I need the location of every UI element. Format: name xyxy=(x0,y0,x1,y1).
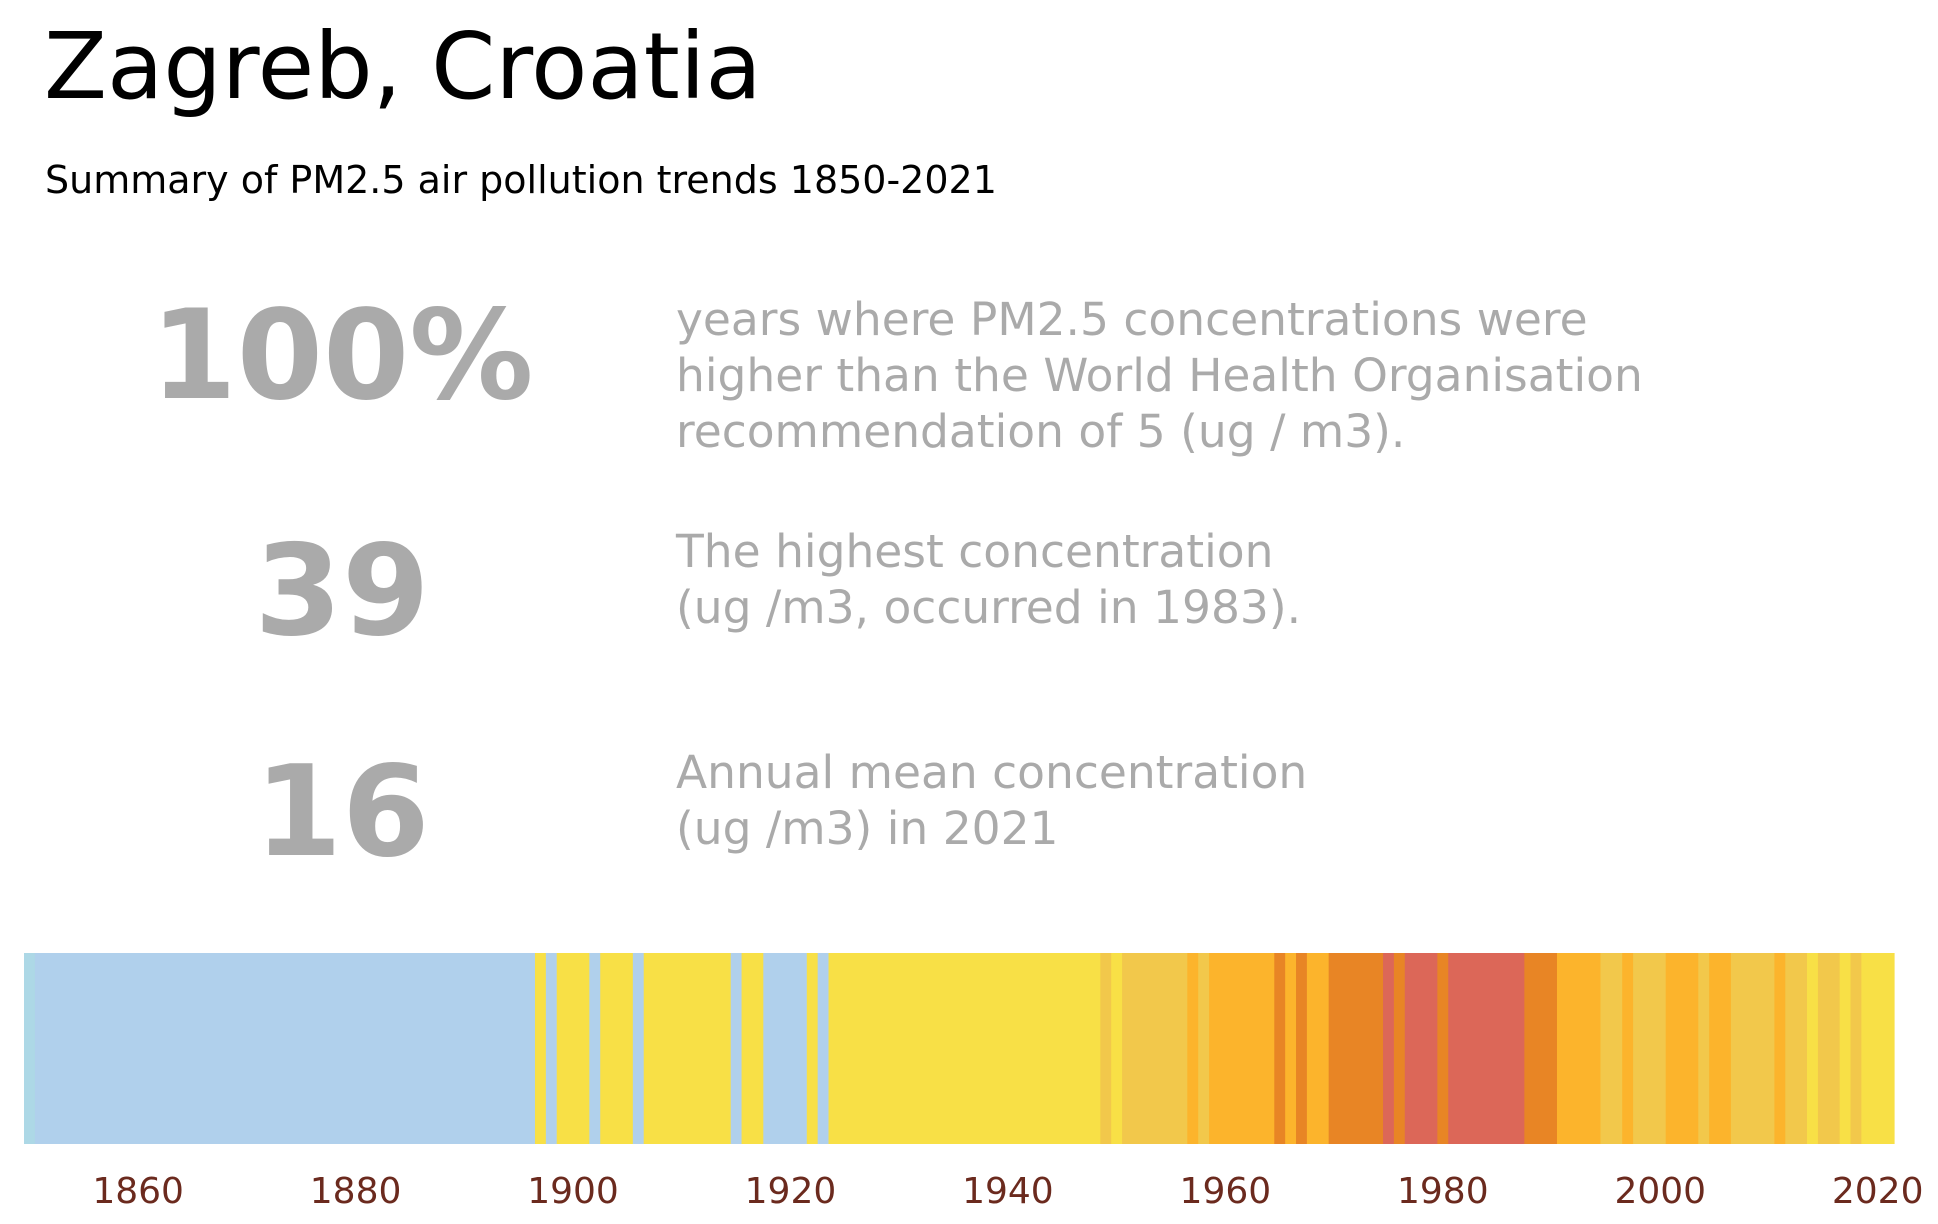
stripe-2017-2017 xyxy=(1839,953,1852,1144)
stripe-1988-1990 xyxy=(1524,953,1558,1144)
stripe-2014-2014 xyxy=(1807,953,1819,1144)
stripe-1995-1996 xyxy=(1600,953,1623,1144)
stripe-1907-1914 xyxy=(643,953,732,1144)
stripe-1998-2000 xyxy=(1633,953,1667,1144)
x-tick-label-1900: 1900 xyxy=(527,1171,619,1212)
stripe-1997-1997 xyxy=(1622,953,1634,1144)
stripe-1977-1979 xyxy=(1404,953,1438,1144)
stripe-1950-1950 xyxy=(1111,953,1123,1144)
stripe-1922-1922 xyxy=(806,953,819,1144)
stripe-2001-2003 xyxy=(1665,953,1699,1144)
x-tick-label-1940: 1940 xyxy=(962,1171,1054,1212)
stripe-1902-1902 xyxy=(589,953,601,1144)
stripe-1923-1923 xyxy=(817,953,830,1144)
x-tick-label-1880: 1880 xyxy=(310,1171,402,1212)
stripe-2004-2004 xyxy=(1698,953,1710,1144)
stripe-1903-1905 xyxy=(600,953,634,1144)
stat-value-highest-concentration: 39 xyxy=(254,517,430,664)
stripe-1980-1980 xyxy=(1437,953,1449,1144)
x-tick-label-2000: 2000 xyxy=(1614,1171,1706,1212)
stripe-1957-1957 xyxy=(1187,953,1199,1144)
stripe-1906-1906 xyxy=(632,953,645,1144)
stripe-1915-1915 xyxy=(730,953,743,1144)
x-tick-label-1980: 1980 xyxy=(1397,1171,1489,1212)
stripe-1968-1969 xyxy=(1306,953,1330,1144)
stripe-1976-1976 xyxy=(1393,953,1406,1144)
stripe-1924-1948 xyxy=(828,953,1101,1144)
stat-value-percent-years-above-who: 100% xyxy=(150,284,534,428)
stripe-1851-1896 xyxy=(34,953,536,1144)
stripe-1981-1987 xyxy=(1448,953,1525,1144)
stripe-1966-1966 xyxy=(1285,953,1297,1144)
stripe-1949-1949 xyxy=(1100,953,1112,1144)
stripe-1970-1974 xyxy=(1328,953,1384,1144)
stripe-1965-1965 xyxy=(1274,953,1286,1144)
stat-description-percent-years-above-who: years where PM2.5 concentrations were hi… xyxy=(676,293,1643,458)
stripe-1899-1901 xyxy=(556,953,590,1144)
page-subtitle: Summary of PM2.5 air pollution trends 18… xyxy=(45,158,997,202)
x-tick-label-1920: 1920 xyxy=(745,1171,837,1212)
stripe-1959-1964 xyxy=(1209,953,1275,1144)
stripe-2018-2018 xyxy=(1850,953,1862,1144)
stripe-2011-2011 xyxy=(1774,953,1786,1144)
stat-value-annual-mean: 16 xyxy=(254,738,430,885)
stripe-2007-2010 xyxy=(1730,953,1776,1144)
stat-description-annual-mean: Annual mean concentration (ug /m3) in 20… xyxy=(676,746,1308,855)
stat-description-highest-concentration: The highest concentration (ug /m3, occur… xyxy=(676,525,1302,634)
stripe-2012-2013 xyxy=(1785,953,1808,1144)
stripe-1991-1994 xyxy=(1556,953,1602,1144)
x-tick-label-2020: 2020 xyxy=(1832,1171,1924,1212)
stripe-1918-1921 xyxy=(763,953,808,1144)
stripe-2015-2016 xyxy=(1817,953,1841,1144)
stripe-2005-2006 xyxy=(1709,953,1732,1144)
stripe-1951-1956 xyxy=(1122,953,1188,1144)
x-tick-label-1860: 1860 xyxy=(92,1171,184,1212)
stripe-1897-1897 xyxy=(534,953,547,1144)
stripe-1958-1958 xyxy=(1198,953,1210,1144)
stripe-1916-1917 xyxy=(741,953,764,1144)
stripe-1898-1898 xyxy=(545,953,558,1144)
x-tick-label-1960: 1960 xyxy=(1180,1171,1272,1212)
stripe-1967-1967 xyxy=(1296,953,1308,1144)
stripe-2019-2021 xyxy=(1861,953,1895,1144)
stripe-1975-1975 xyxy=(1383,953,1395,1144)
page-title: Zagreb, Croatia xyxy=(44,13,762,120)
stripe-1850-1850 xyxy=(24,953,36,1144)
